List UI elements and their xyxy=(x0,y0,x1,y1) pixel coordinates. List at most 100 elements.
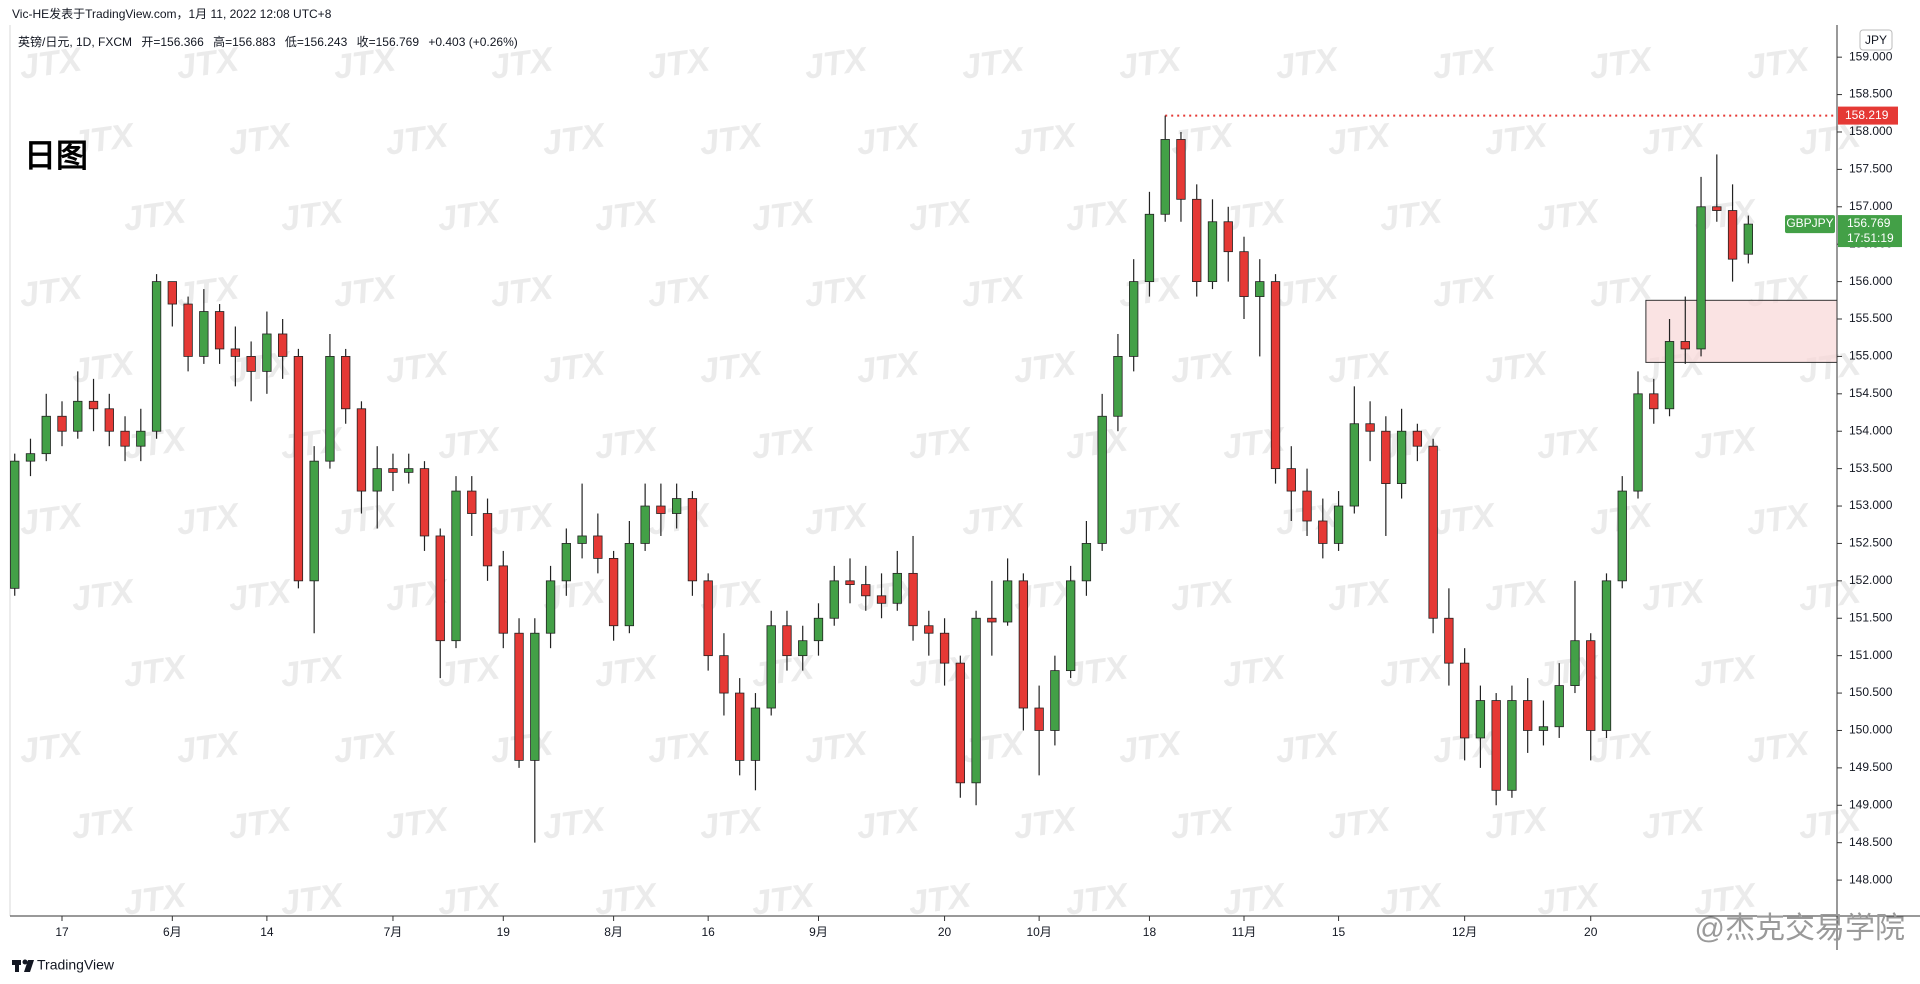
y-tick-label: 151.000 xyxy=(1849,648,1893,662)
y-tick-label: 148.000 xyxy=(1849,872,1893,886)
candle-body xyxy=(735,692,745,761)
candle-body xyxy=(404,468,414,473)
candle-body xyxy=(892,572,902,604)
candle-body xyxy=(1601,580,1612,731)
candle-body xyxy=(1097,415,1107,544)
watermark: JTX xyxy=(331,40,400,87)
y-tick-label: 155.500 xyxy=(1849,311,1893,325)
candle-body xyxy=(388,468,398,473)
candle-body xyxy=(1727,210,1738,260)
watermark: JTX xyxy=(959,496,1028,543)
candle-body xyxy=(1318,520,1328,544)
watermark: JTX xyxy=(174,724,243,771)
candle-body xyxy=(1050,670,1060,731)
watermark: JTX xyxy=(488,40,557,87)
legend-high: 156.883 xyxy=(232,35,276,49)
x-tick-label: 16 xyxy=(701,925,715,939)
watermark: JTX xyxy=(1116,40,1185,87)
candle-body xyxy=(1302,490,1312,522)
watermark: JTX xyxy=(1273,268,1342,315)
candle-body xyxy=(640,505,650,544)
y-tick-label: 151.500 xyxy=(1849,610,1893,624)
watermark: JTX xyxy=(802,268,871,315)
legend-low: 156.243 xyxy=(304,35,348,49)
candle-body xyxy=(151,281,162,432)
price-tag-label: 156.769 xyxy=(1847,216,1891,230)
watermark: JTX xyxy=(1796,572,1865,619)
watermark: JTX xyxy=(1796,800,1865,847)
y-tick-label: 153.000 xyxy=(1849,498,1893,512)
x-tick-label: 18 xyxy=(1143,925,1157,939)
candle-body xyxy=(1349,423,1359,507)
candle-body xyxy=(908,572,918,627)
y-tick-label: 150.000 xyxy=(1849,723,1893,737)
candle-body xyxy=(57,415,67,432)
high-tag xyxy=(1838,106,1898,125)
watermark: JTX xyxy=(331,724,400,771)
watermark: JTX xyxy=(592,420,661,467)
watermark: JTX xyxy=(383,344,452,391)
watermark: JTX xyxy=(1639,572,1708,619)
candle-body xyxy=(530,632,540,761)
x-tick-label: 8月 xyxy=(604,925,623,939)
x-tick-label: 19 xyxy=(497,925,511,939)
candle-body xyxy=(1538,726,1549,731)
candle-body xyxy=(1113,356,1123,417)
watermark: JTX xyxy=(278,648,347,695)
watermark: JTX xyxy=(1168,800,1237,847)
watermark: JTX xyxy=(540,800,609,847)
watermark: JTX xyxy=(1639,116,1708,163)
watermark: JTX xyxy=(17,268,86,315)
candle-body xyxy=(262,333,272,372)
candle-body xyxy=(1412,430,1423,447)
watermark: JTX xyxy=(959,40,1028,87)
watermark: JTX xyxy=(1011,800,1080,847)
legend-open-label: 开= xyxy=(141,35,160,49)
watermark: JTX xyxy=(69,800,138,847)
candle-body xyxy=(419,468,430,537)
watermark: JTX xyxy=(592,876,661,923)
candle-body xyxy=(514,632,524,761)
candle-body xyxy=(1459,662,1470,739)
y-tick-label: 152.000 xyxy=(1849,573,1893,587)
watermark: JTX xyxy=(1534,192,1603,239)
watermark: JTX xyxy=(1639,800,1708,847)
candle-body xyxy=(924,625,934,634)
watermark: JTX xyxy=(1063,876,1132,923)
legend-change: +0.403 (+0.26%) xyxy=(428,35,517,49)
countdown: 17:51:19 xyxy=(1847,231,1894,245)
y-tick-label: 157.500 xyxy=(1849,162,1893,176)
candle-body xyxy=(451,490,461,642)
logo-part xyxy=(22,959,28,965)
candle-body xyxy=(719,655,729,694)
watermark: JTX xyxy=(1273,40,1342,87)
candle-body xyxy=(1523,700,1533,731)
y-tick-label: 150.500 xyxy=(1849,685,1893,699)
candle-body xyxy=(88,400,99,410)
watermark: JTX xyxy=(1325,572,1394,619)
watermark: JTX xyxy=(854,116,923,163)
x-tick-label: 9月 xyxy=(809,925,828,939)
watermark: JTX xyxy=(69,572,138,619)
plot xyxy=(10,114,1838,843)
watermark: JTX xyxy=(488,496,557,543)
watermark: JTX xyxy=(1168,344,1237,391)
x-tick-label: 11月 xyxy=(1232,925,1256,939)
candle-body xyxy=(1743,223,1753,255)
watermark: JTX xyxy=(121,876,190,923)
watermark: JTX xyxy=(121,192,190,239)
candle-body xyxy=(1696,206,1706,350)
candle-body xyxy=(104,408,114,432)
candle-body xyxy=(861,584,871,597)
watermark: JTX xyxy=(854,344,923,391)
watermark: JTX xyxy=(488,268,557,315)
candle-body xyxy=(750,707,761,761)
candle-body xyxy=(498,565,508,634)
y-tick-label: 154.500 xyxy=(1849,386,1893,400)
watermark: JTX xyxy=(854,800,923,847)
candle-body xyxy=(41,415,51,455)
watermark: JTX xyxy=(1220,648,1289,695)
watermark: JTX xyxy=(69,116,138,163)
